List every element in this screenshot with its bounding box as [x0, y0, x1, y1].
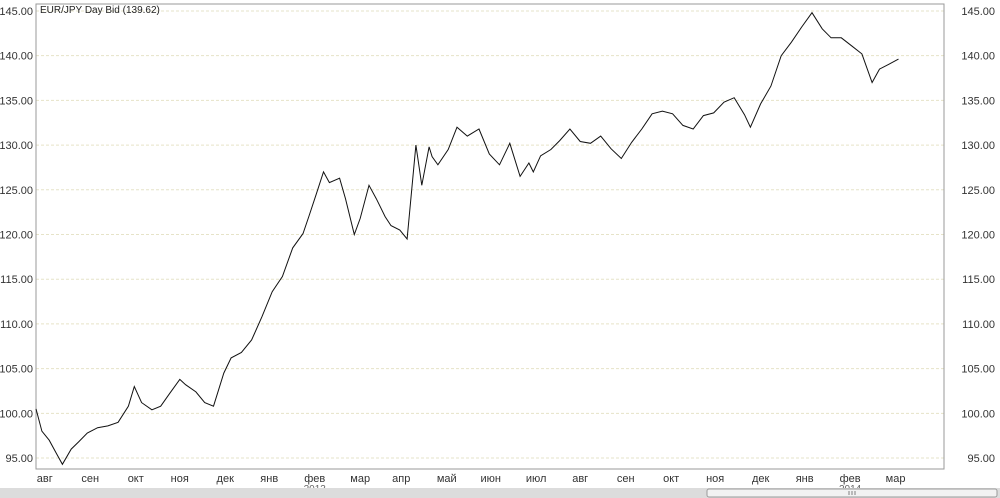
- y-tick-label-right: 110.00: [962, 319, 995, 331]
- y-tick-label-right: 145.00: [961, 6, 995, 18]
- y-axis-right-labels: 95.00 100.00 105.00 110.00 115.00 120.00 125.0…: [961, 6, 995, 465]
- y-tick-label-right: 130.00: [961, 140, 995, 152]
- y-tick-label-left: 105.00: [0, 364, 33, 376]
- x-tick-label: июл: [526, 473, 547, 485]
- x-tick-label: сен: [617, 473, 635, 485]
- x-tick-label: ноя: [171, 473, 189, 485]
- x-tick-label: фев: [304, 473, 325, 485]
- x-tick-label: май: [437, 473, 457, 485]
- y-tick-label-right: 120.00: [961, 230, 995, 242]
- y-tick-label-left: 130.00: [0, 140, 33, 152]
- y-axis-left-labels: 95.00 100.00 105.00 110.00 115.00 120.00 125.0…: [0, 6, 33, 465]
- x-tick-label: фев: [840, 473, 861, 485]
- eurjpy-series-line: [35, 11, 899, 466]
- y-tick-label-left: 110.00: [0, 319, 33, 331]
- y-tick-label-right: 100.00: [961, 408, 995, 420]
- y-tick-label-right: 115.00: [962, 274, 995, 286]
- y-tick-label-left: 120.00: [0, 230, 33, 242]
- x-tick-label: июн: [480, 473, 500, 485]
- x-tick-label: сен: [81, 473, 99, 485]
- y-tick-label-left: 100.00: [0, 408, 33, 420]
- x-tick-label: мар: [886, 473, 906, 485]
- y-tick-label-left: 145.00: [0, 6, 33, 18]
- y-tick-label-right: 95.00: [967, 453, 995, 465]
- horizontal-scrollbar[interactable]: [0, 488, 1000, 498]
- series-layer: [35, 11, 899, 466]
- y-tick-label-right: 140.00: [961, 51, 995, 63]
- y-tick-label-left: 115.00: [0, 274, 33, 286]
- y-tick-label-left: 125.00: [0, 185, 33, 197]
- x-tick-label: авг: [37, 473, 53, 485]
- x-tick-label: дек: [752, 473, 770, 485]
- y-tick-label-left: 135.00: [0, 95, 33, 107]
- x-tick-label: ноя: [706, 473, 724, 485]
- plot-area-frame: [35, 3, 945, 470]
- x-tick-label: дек: [217, 473, 235, 485]
- x-tick-label: янв: [796, 473, 814, 485]
- gridlines: [36, 10, 944, 459]
- y-tick-label-left: 95.00: [5, 453, 33, 465]
- chart-title: EUR/JPY Day Bid (139.62): [40, 5, 160, 16]
- x-tick-label: авг: [572, 473, 588, 485]
- y-tick-label-left: 140.00: [0, 51, 33, 63]
- x-tick-label: апр: [392, 473, 410, 485]
- y-tick-label-right: 125.00: [961, 185, 995, 197]
- x-tick-label: янв: [260, 473, 278, 485]
- x-tick-label: окт: [128, 473, 144, 485]
- y-tick-label-right: 105.00: [961, 364, 995, 376]
- x-tick-label: окт: [663, 473, 679, 485]
- x-tick-label: мар: [350, 473, 370, 485]
- scrollbar-track[interactable]: [0, 488, 1000, 498]
- y-tick-label-right: 135.00: [961, 95, 995, 107]
